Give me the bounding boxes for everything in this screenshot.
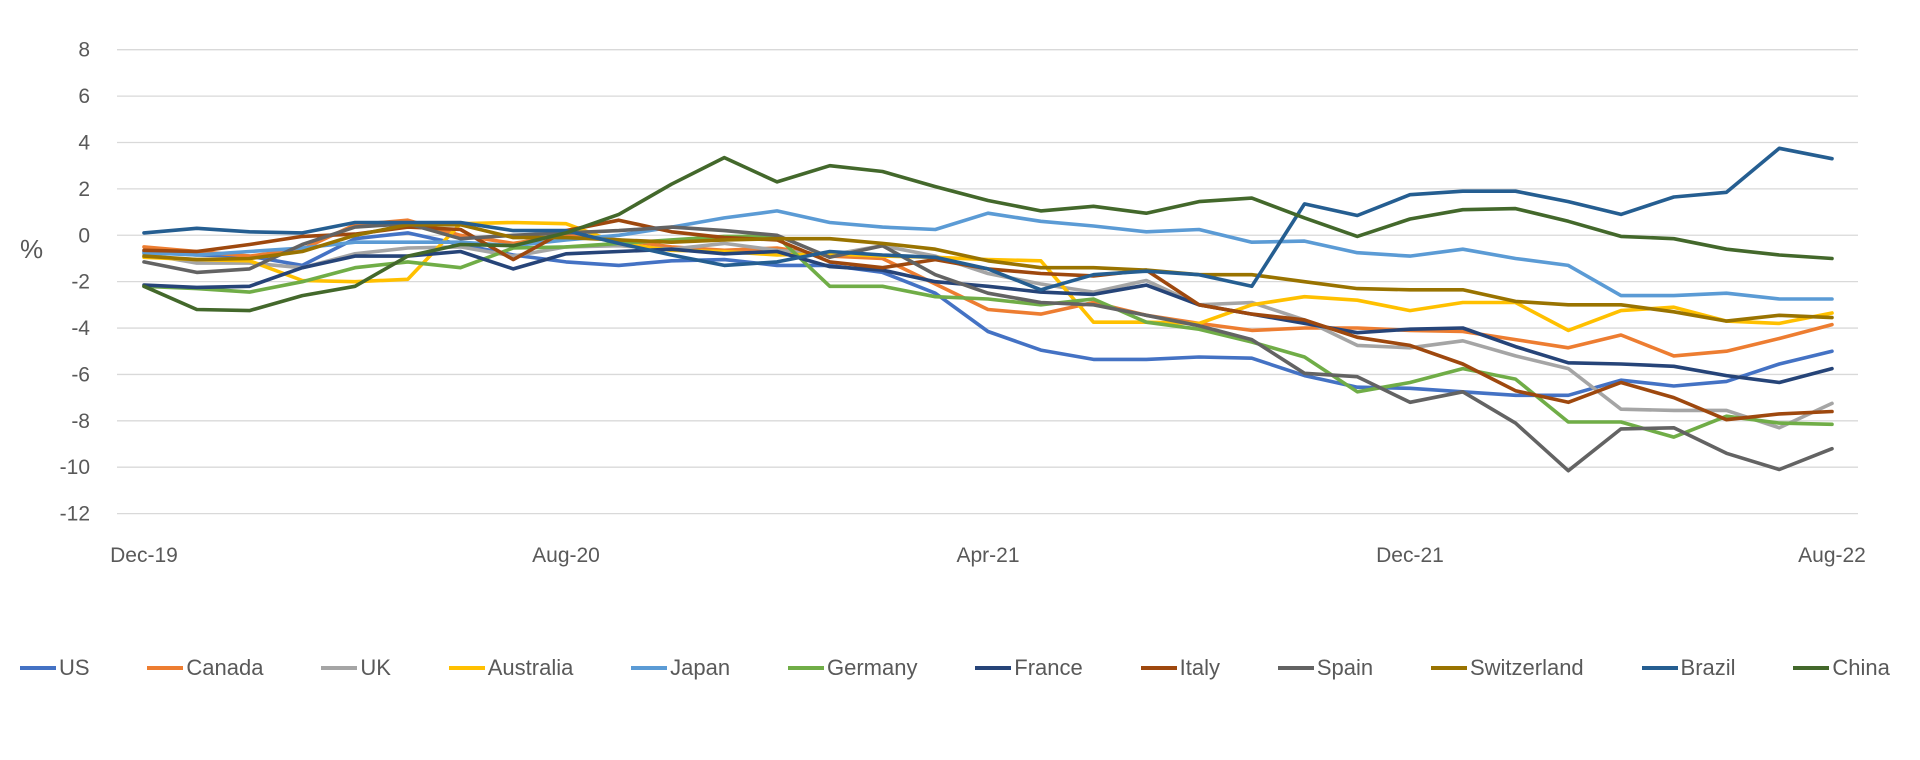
- legend-swatch: [20, 666, 56, 670]
- legend-swatch: [1430, 666, 1467, 670]
- y-tick-label: -10: [60, 456, 90, 479]
- legend-label: Canada: [186, 655, 264, 680]
- legend-swatch: [631, 666, 668, 670]
- y-tick-label: 6: [78, 85, 90, 108]
- legend-label: UK: [360, 655, 391, 680]
- legend-item-italy: Italy: [1140, 655, 1220, 681]
- legend-item-uk: UK: [321, 655, 391, 681]
- legend-item-canada: Canada: [147, 655, 263, 681]
- y-tick-label: -4: [71, 317, 90, 340]
- y-tick-label: 4: [78, 131, 90, 154]
- legend-label: Germany: [826, 655, 918, 680]
- legend-label: Japan: [670, 655, 731, 680]
- series-line-australia: [142, 220, 1834, 333]
- legend-swatch: [975, 666, 1012, 670]
- legend-label: China: [1832, 655, 1890, 680]
- legend-label: Australia: [487, 655, 574, 680]
- legend-label: Brazil: [1680, 655, 1736, 680]
- x-tick-label: Dec-21: [1376, 544, 1444, 567]
- legend-swatch: [1140, 666, 1177, 670]
- series-line-uk: [142, 241, 1834, 430]
- legend-label: Spain: [1316, 655, 1374, 680]
- series-line-france: [142, 247, 1834, 385]
- y-tick-label: -8: [71, 410, 90, 433]
- gridlines: [117, 49, 1858, 515]
- x-tick-label: Aug-20: [532, 544, 600, 567]
- series-line-brazil: [142, 146, 1834, 292]
- y-axis-ticks: 8 6 4 2 0 -2 -4 -6 -8 -10 -12: [60, 39, 91, 526]
- x-tick-label: Aug-22: [1798, 544, 1866, 567]
- y-tick-label: -12: [60, 503, 90, 526]
- series-line-us: [142, 231, 1834, 398]
- legend-item-spain: Spain: [1277, 655, 1374, 681]
- legend-swatch: [1641, 666, 1678, 670]
- legend-item-france: France: [975, 655, 1083, 681]
- y-tick-label: 8: [78, 39, 90, 62]
- legend-item-us: US: [20, 655, 90, 681]
- legend-swatch: [1793, 666, 1830, 670]
- series-lines: [142, 146, 1834, 473]
- series-line-spain: [142, 221, 1834, 473]
- legend-item-switzerland: Switzerland: [1430, 655, 1584, 681]
- legend-label: Italy: [1179, 655, 1220, 680]
- y-axis-label: %: [20, 234, 43, 264]
- series-line-japan: [142, 209, 1834, 301]
- y-tick-label: -6: [71, 363, 90, 386]
- legend-item-brazil: Brazil: [1641, 655, 1736, 681]
- legend-item-australia: Australia: [448, 655, 574, 681]
- legend-item-germany: Germany: [787, 655, 918, 681]
- legend-item-japan: Japan: [631, 655, 730, 681]
- y-tick-label: 2: [78, 178, 90, 201]
- series-line-germany: [142, 234, 1834, 439]
- x-tick-label: Apr-21: [956, 544, 1019, 567]
- x-tick-label: Dec-19: [110, 544, 178, 567]
- legend: US Canada UK Australia Japan Germany France Ita…: [20, 655, 1890, 681]
- x-axis-ticks: Dec-19 Aug-20 Apr-21 Dec-21 Aug-22: [110, 544, 1866, 567]
- legend-swatch: [147, 666, 184, 670]
- legend-label: Switzerland: [1469, 655, 1584, 680]
- legend-item-china: China: [1793, 655, 1890, 681]
- legend-swatch: [321, 666, 358, 670]
- legend-swatch: [448, 666, 485, 670]
- legend-label: US: [59, 655, 90, 680]
- y-tick-label: -2: [71, 271, 90, 294]
- legend-swatch: [787, 666, 824, 670]
- y-tick-label: 0: [78, 224, 90, 247]
- legend-swatch: [1277, 666, 1314, 670]
- legend-label: France: [1014, 655, 1083, 680]
- series-line-china: [142, 155, 1834, 313]
- series-line-switzerland: [142, 223, 1834, 323]
